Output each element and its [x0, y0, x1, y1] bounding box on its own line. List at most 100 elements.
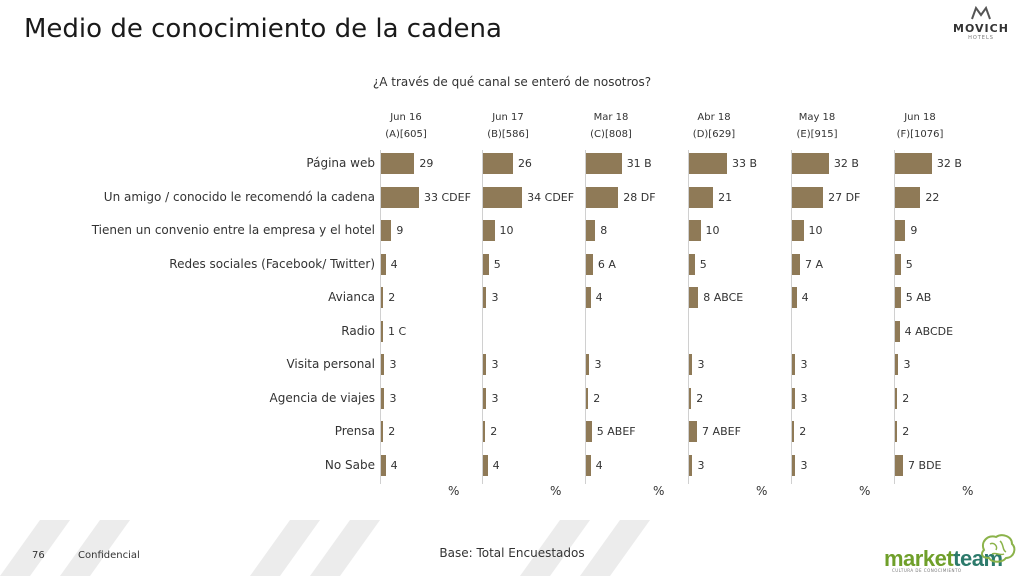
- bar: [792, 354, 796, 375]
- data-label: 3: [389, 358, 397, 371]
- data-label: 3: [800, 358, 808, 371]
- panel-period: Jun 17: [492, 112, 524, 123]
- data-label: 4: [492, 458, 500, 472]
- brain-icon: [980, 534, 1016, 563]
- data-label: 2: [388, 291, 396, 304]
- bar: [483, 421, 486, 442]
- data-label: 4: [390, 458, 398, 472]
- bar: [792, 387, 796, 409]
- data-label: 2: [490, 425, 498, 438]
- data-label: 1 C: [388, 324, 407, 338]
- bar: [895, 421, 898, 442]
- bar: [381, 454, 386, 476]
- data-label: 8: [600, 224, 608, 237]
- data-label: 5: [699, 257, 707, 271]
- marketteam-tagline: CULTURA DE CONOCIMIENTO: [892, 568, 962, 573]
- bar: [586, 287, 591, 308]
- data-label: 9: [396, 224, 404, 237]
- bar: [381, 186, 419, 208]
- row-label: Prensa: [334, 424, 375, 438]
- data-label: 22: [925, 190, 940, 204]
- bar: [381, 287, 384, 308]
- bar: [689, 421, 698, 442]
- panel-base: (A)[605]: [385, 129, 427, 140]
- row-label: Un amigo / conocido le recomendó la cade…: [103, 189, 375, 204]
- data-label: 33 CDEF: [424, 190, 471, 204]
- bar: [895, 354, 899, 375]
- watermark-stripes: [0, 520, 650, 576]
- base-note: Base: Total Encuestados: [439, 546, 585, 560]
- panel-base: (C)[808]: [590, 129, 632, 140]
- data-label: 34 CDEF: [527, 190, 575, 204]
- panel-axis: [380, 150, 381, 484]
- data-label: 21: [718, 190, 733, 204]
- bar: [895, 320, 900, 342]
- bar: [483, 354, 487, 375]
- data-label: 7 ABEF: [702, 425, 741, 438]
- marketteam-part1: market: [884, 546, 954, 571]
- bar: [586, 454, 591, 476]
- bar: [792, 186, 824, 208]
- bar: [381, 421, 384, 442]
- bar: [895, 387, 898, 409]
- data-label: 2: [696, 391, 704, 405]
- bar: [483, 153, 513, 174]
- bar: [895, 253, 901, 275]
- bar: [381, 153, 415, 174]
- panel-period: Jun 18: [904, 112, 936, 123]
- bar: [483, 220, 495, 241]
- bar: [586, 387, 589, 409]
- data-label: 27 DF: [828, 190, 861, 204]
- data-label: 8 ABCE: [703, 291, 744, 304]
- data-label: 7 A: [805, 257, 824, 271]
- data-label: 33 B: [732, 157, 758, 170]
- bar: [689, 153, 727, 174]
- data-label: 3: [389, 391, 397, 405]
- data-label: 4 ABCDE: [904, 324, 954, 338]
- movich-mark-icon: [945, 5, 1017, 23]
- unit-label: %: [756, 484, 768, 498]
- data-label: 5 AB: [905, 291, 932, 304]
- data-label: 26: [517, 157, 532, 170]
- data-label: 3: [697, 358, 705, 371]
- bar: [689, 354, 693, 375]
- data-label: 5: [493, 257, 501, 271]
- panel-base: (B)[586]: [487, 129, 529, 140]
- data-label: 4: [595, 458, 603, 472]
- data-label: 3: [697, 458, 705, 472]
- row-label: No Sabe: [324, 457, 375, 472]
- bar: [792, 287, 797, 308]
- bar: [895, 454, 904, 476]
- bar: [483, 253, 489, 275]
- bar: [689, 186, 714, 208]
- data-label: 5 ABEF: [596, 425, 636, 438]
- row-label: Radio: [341, 323, 375, 338]
- data-label: 10: [499, 224, 514, 237]
- data-label: 3: [800, 458, 808, 472]
- unit-label: %: [653, 484, 665, 498]
- data-label: 4: [801, 291, 809, 304]
- row-label: Redes sociales (Facebook/ Twitter): [169, 256, 375, 271]
- row-label: Avianca: [328, 290, 375, 304]
- data-label: 3: [491, 291, 499, 304]
- unit-label: %: [962, 484, 974, 498]
- data-label: 10: [808, 224, 823, 237]
- bar: [792, 153, 829, 174]
- bar: [895, 220, 906, 241]
- data-label: 3: [800, 391, 808, 405]
- data-label: 2: [388, 425, 396, 438]
- unit-label: %: [550, 484, 562, 498]
- page-number: 76: [32, 550, 45, 561]
- marketteam-part2: team: [953, 546, 1003, 571]
- panel-axis: [585, 150, 586, 484]
- panel-axis: [688, 150, 689, 484]
- bar: [895, 153, 932, 174]
- panel-base: (E)[915]: [796, 129, 838, 140]
- bar: [586, 253, 593, 275]
- data-label: 31 B: [626, 157, 652, 170]
- movich-brand: MOVICH: [953, 22, 1009, 35]
- bar: [381, 220, 392, 241]
- data-label: 5: [905, 257, 913, 271]
- bar: [381, 253, 386, 275]
- bar: [792, 220, 804, 241]
